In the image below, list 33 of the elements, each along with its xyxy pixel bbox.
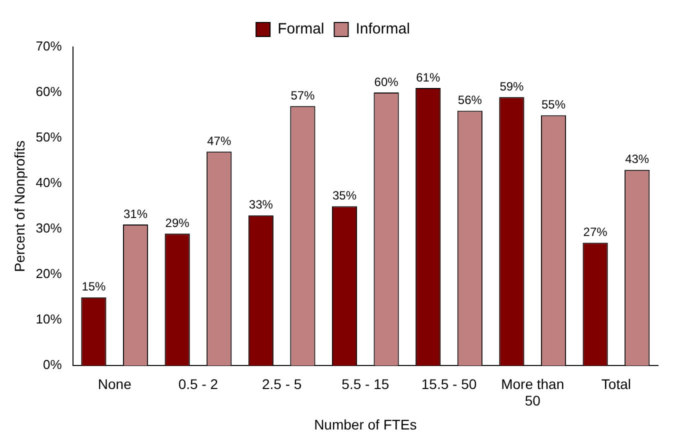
y-axis-title: Percent of Nonprofits [11, 140, 28, 272]
data-label: 15% [82, 280, 106, 294]
y-tick-label: 60% [36, 84, 62, 100]
data-label: 43% [625, 152, 650, 166]
data-label: 56% [458, 93, 482, 108]
y-tick-label: 20% [36, 266, 62, 282]
x-tick-label: 0.5 - 2 [178, 376, 218, 392]
data-label: 59% [500, 79, 524, 94]
data-label: 61% [416, 70, 440, 84]
x-tick-label: 5.5 - 15 [342, 376, 390, 392]
y-tick-label: 30% [36, 220, 62, 236]
x-tick-label: More than 50 [501, 376, 564, 409]
data-label: 47% [207, 134, 232, 148]
x-tick-label: Total [601, 376, 631, 392]
y-tick-label: 40% [36, 175, 62, 190]
legend-label: Formal [278, 20, 324, 38]
y-tick-label: 10% [36, 312, 62, 327]
x-tick-label: 15.5 - 50 [421, 376, 477, 392]
y-tick-label: 70% [36, 38, 62, 54]
y-tick-label: 0% [43, 357, 62, 372]
legend-label: Informal [356, 20, 410, 38]
data-label: 31% [124, 206, 148, 221]
data-label: 57% [290, 88, 316, 102]
data-label: 60% [374, 74, 399, 89]
data-label: 29% [165, 216, 190, 230]
data-label: 27% [583, 225, 608, 240]
x-axis-title: Number of FTEs [314, 416, 417, 432]
data-label: 55% [541, 98, 566, 112]
y-tick-label: 50% [36, 130, 62, 145]
data-label: 35% [332, 188, 357, 203]
x-tick-label: None [98, 376, 132, 392]
x-tick-label: 2.5 - 5 [262, 376, 302, 392]
data-label: 33% [248, 198, 274, 212]
